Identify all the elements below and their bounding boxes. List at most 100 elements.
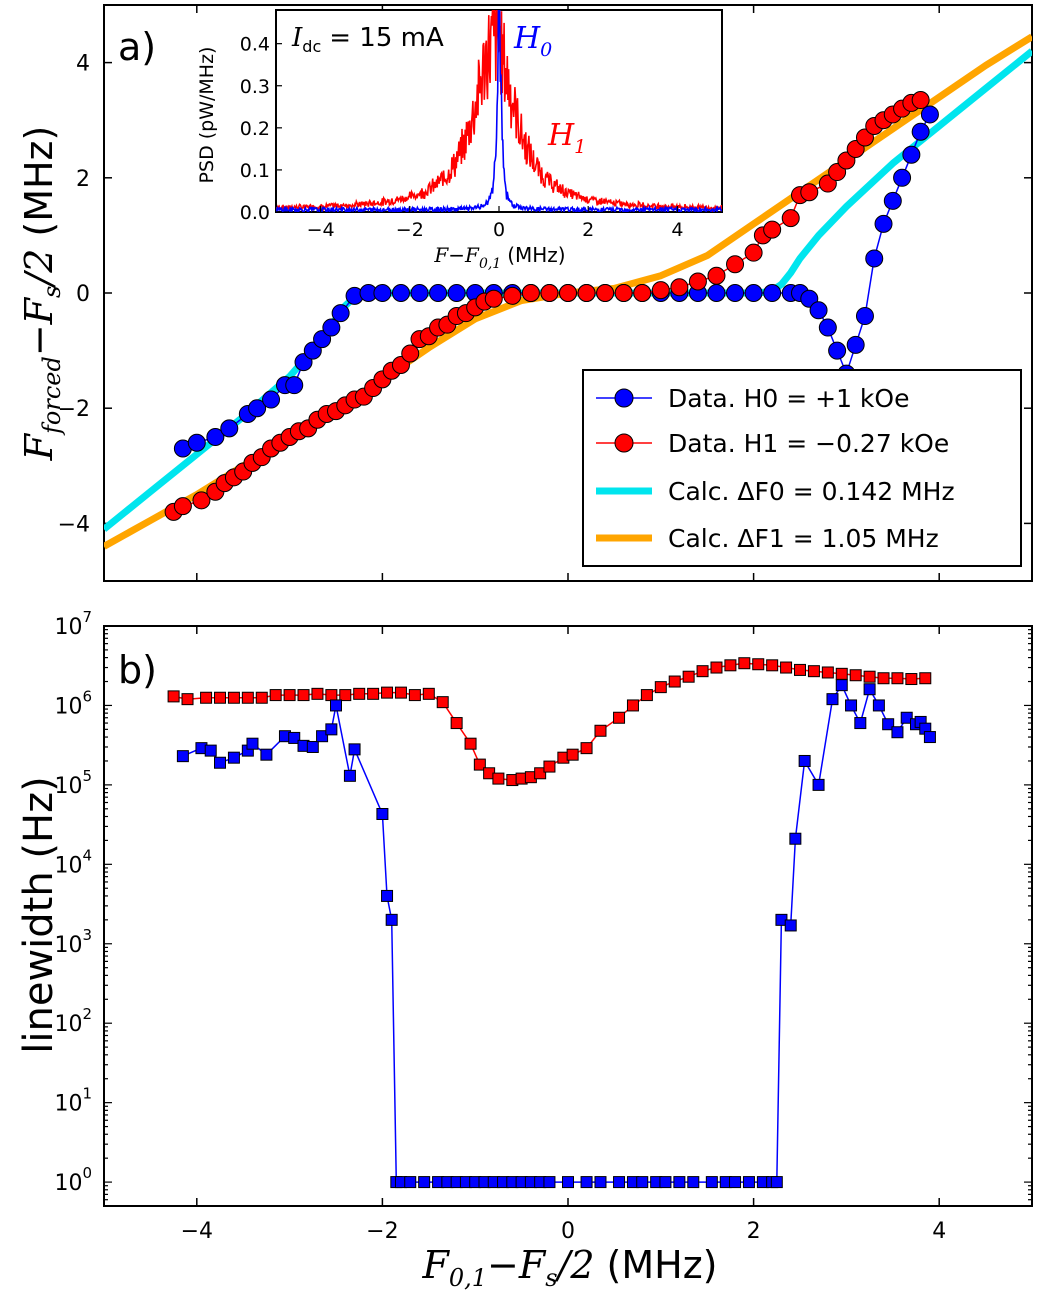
- linewidth-point: [227, 751, 240, 764]
- data-point: [893, 168, 912, 187]
- linewidth-point: [877, 672, 890, 685]
- linewidth-point: [738, 657, 751, 670]
- linewidth-point: [580, 742, 593, 755]
- linewidth-point: [566, 748, 579, 761]
- linewidth-point: [724, 659, 737, 672]
- panel-a-ytick-label: 4: [76, 52, 90, 77]
- inset-xtick-label: 2: [582, 219, 594, 241]
- linewidth-point: [835, 667, 848, 680]
- data-point: [429, 284, 448, 302]
- panel-b-ylabel-text: linewidth (Hz): [16, 776, 62, 1053]
- inset-xtick-label: −4: [307, 219, 335, 241]
- inset-ytick-label: 0.3: [240, 76, 270, 98]
- inset-ytick-label: 0.2: [240, 118, 270, 140]
- linewidth-point: [311, 687, 324, 700]
- linewidth-point: [283, 689, 296, 702]
- linewidth-point: [807, 665, 820, 678]
- data-point: [503, 286, 522, 305]
- linewidth-point: [450, 717, 463, 730]
- linewidth-point: [580, 1176, 593, 1189]
- data-point: [744, 243, 763, 262]
- linewidth-point: [780, 661, 793, 674]
- linewidth-point: [408, 689, 421, 702]
- linewidth-point: [436, 696, 449, 709]
- data-point: [818, 318, 837, 337]
- linewidth-point: [654, 681, 667, 694]
- data-point: [285, 376, 304, 395]
- data-point: [846, 335, 865, 354]
- linewidth-point: [418, 1176, 431, 1189]
- panel-b-xtick-label: 0: [561, 1219, 575, 1244]
- data-point: [596, 284, 615, 302]
- panel-b-ticks: −4 −2 0 2 4 100 101 102 103 104 105 106 107: [54, 608, 1032, 1244]
- linewidth-point: [891, 726, 904, 739]
- data-point: [781, 209, 800, 228]
- legend-marker: [614, 388, 634, 408]
- linewidth-point: [594, 1176, 607, 1189]
- linewidth-point: [826, 693, 839, 706]
- linewidth-point: [673, 1176, 686, 1189]
- linewidth-point: [696, 665, 709, 678]
- data-point: [800, 183, 819, 202]
- data-point: [521, 284, 540, 302]
- linewidth-point: [854, 717, 867, 730]
- linewidth-point: [269, 689, 282, 702]
- linewidth-point: [473, 758, 486, 771]
- svg-text:Fforced−Fs/2(MHz): Fforced−Fs/2(MHz): [17, 126, 66, 462]
- panel-b-xlabel: F0,1−Fs/2 (MHz): [421, 1243, 717, 1292]
- linewidth-point: [204, 744, 217, 757]
- linewidth-point: [181, 693, 194, 706]
- panel-a-ticks: −4 −2 0 2 4: [58, 5, 1032, 581]
- inset-annotation: Idc = 15 mA: [291, 23, 444, 56]
- panel-b-xtick-label: −2: [366, 1219, 398, 1244]
- linewidth-point: [766, 659, 779, 672]
- linewidth-point: [343, 769, 356, 782]
- linewidth-point: [919, 672, 932, 685]
- panel-b-ytick-label: 107: [54, 608, 92, 640]
- linewidth-point: [636, 1176, 649, 1189]
- linewidth-point: [770, 1176, 783, 1189]
- linewidth-point: [863, 670, 876, 683]
- data-point: [809, 301, 828, 320]
- panel-b-ytick-label: 103: [54, 926, 92, 958]
- data-point: [911, 91, 930, 110]
- data-point: [726, 284, 745, 302]
- inset-plot-area: [276, 10, 722, 212]
- linewidth-point: [905, 673, 918, 686]
- inset-xlabel: F−F0,1 (MHz): [433, 243, 565, 272]
- linewidth-point: [789, 832, 802, 845]
- panel-b-ytick-label: 106: [54, 687, 92, 719]
- legend-label: Calc. ΔF0 = 0.142 MHz: [668, 477, 955, 506]
- legend-label: Data. H1 = −0.27 kOe: [668, 429, 949, 458]
- linewidth-point: [562, 1176, 574, 1189]
- data-point: [173, 497, 192, 516]
- linewidth-point: [682, 670, 695, 683]
- panel-a-ylabel: Fforced−Fs/2(MHz): [17, 126, 66, 462]
- linewidth-point: [923, 731, 936, 744]
- linewidth-point: [849, 669, 862, 682]
- linewidth-point: [260, 748, 273, 761]
- panel-b-ytick-label: 100: [54, 1164, 92, 1196]
- linewidth-point: [812, 778, 825, 791]
- panel-a-ylabel-unit: (MHz): [17, 126, 61, 237]
- data-point: [220, 419, 239, 438]
- inset-ticks: −4 −2 0 2 4 0.0 0.1 0.2 0.3 0.4: [240, 34, 684, 241]
- inset-xtick-label: 4: [671, 219, 683, 241]
- panel-b: −4 −2 0 2 4 100 101 102 103 104 105 106 107 b) linew…: [16, 608, 1033, 1292]
- linewidth-point: [241, 691, 254, 704]
- linewidth-point: [845, 699, 858, 712]
- inset-ylabel: PSD (pW/MHz): [196, 47, 218, 184]
- panel-b-ylabel: linewidth (Hz): [16, 776, 62, 1053]
- linewidth-point: [863, 683, 876, 696]
- panel-a-plot-area: [104, 33, 1032, 550]
- data-point: [707, 284, 726, 302]
- panel-b-xtick-label: −4: [181, 1219, 213, 1244]
- panel-b-xtick-label: 2: [747, 1219, 761, 1244]
- inset-ytick-label: 0.4: [240, 34, 270, 56]
- legend-label: Data. H0 = +1 kOe: [668, 384, 909, 413]
- linewidth-point: [381, 889, 394, 902]
- data-point: [855, 307, 874, 326]
- data-point: [726, 255, 745, 274]
- data-point: [883, 191, 902, 210]
- linewidth-point: [200, 691, 213, 704]
